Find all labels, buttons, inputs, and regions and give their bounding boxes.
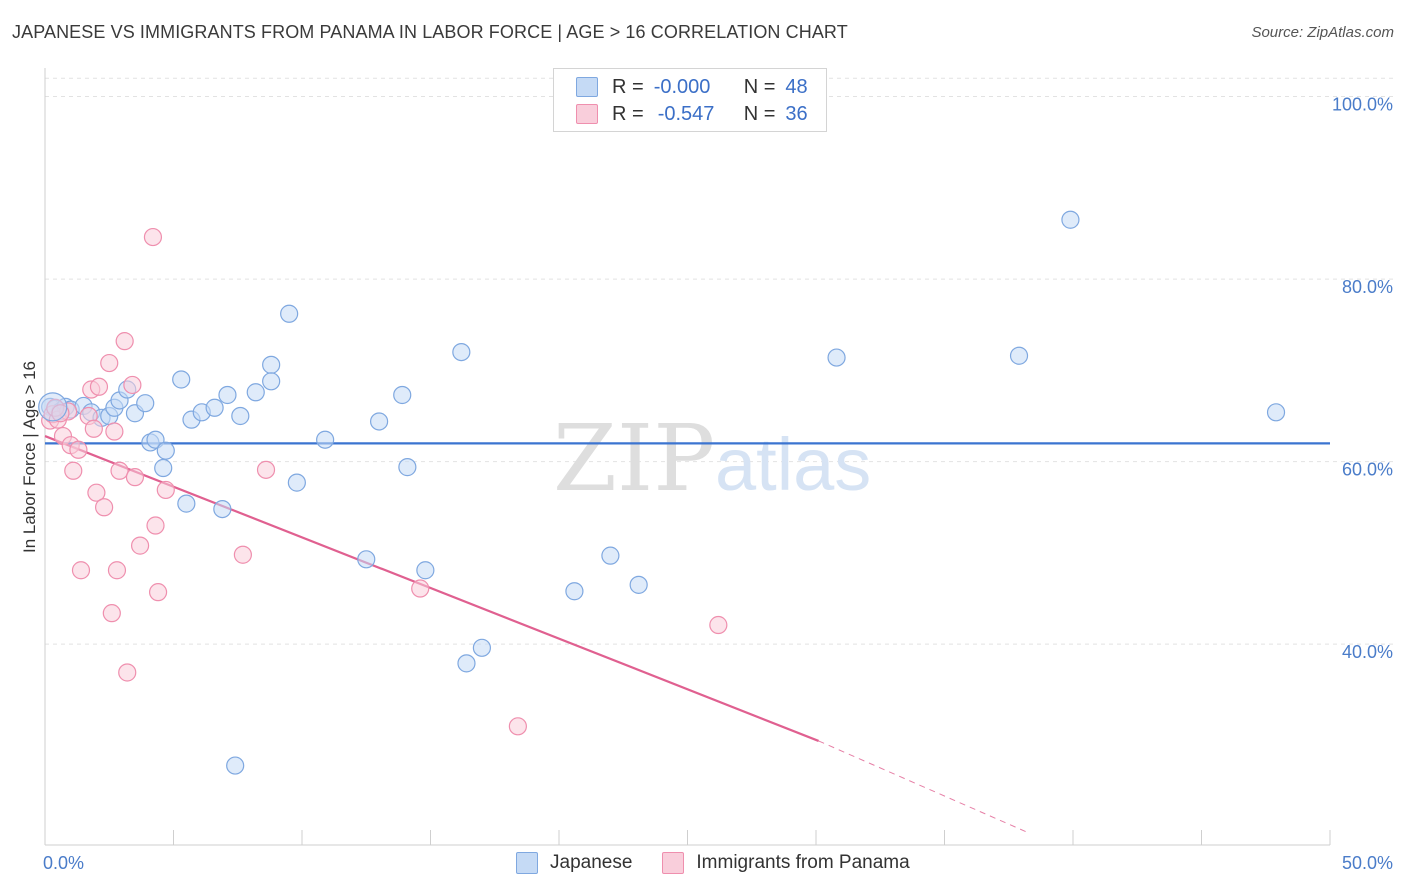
point-panama xyxy=(411,579,430,598)
point-japanese xyxy=(226,756,245,775)
point-panama xyxy=(148,583,168,602)
point-japanese xyxy=(827,348,846,367)
y-tick-label: 60.0% xyxy=(1342,460,1393,480)
point-japanese xyxy=(472,638,491,657)
point-panama xyxy=(100,353,119,373)
point-panama xyxy=(84,419,103,438)
point-japanese xyxy=(262,355,281,374)
point-japanese xyxy=(452,342,471,362)
legend-r-value: -0.547 xyxy=(657,102,715,125)
legend-swatch-panama xyxy=(576,104,598,124)
point-panama xyxy=(256,460,276,479)
point-japanese xyxy=(357,550,376,569)
legend-swatch-japanese xyxy=(516,852,538,874)
point-panama xyxy=(709,615,728,635)
stats-legend: R = -0.000 N = 48 R = -0.547 N = 36 xyxy=(553,68,827,132)
point-japanese xyxy=(601,546,620,565)
point-panama xyxy=(64,461,83,480)
point-japanese xyxy=(1266,403,1286,422)
y-tick-label: 80.0% xyxy=(1342,277,1393,297)
point-japanese xyxy=(218,385,237,405)
point-japanese xyxy=(262,372,281,391)
point-panama xyxy=(71,561,91,580)
point-panama xyxy=(87,483,106,502)
legend-r-label: R = xyxy=(612,102,644,125)
trend-line-extension xyxy=(818,740,1030,834)
legend-swatch-panama xyxy=(662,852,685,874)
point-japanese xyxy=(629,575,648,594)
y-tick-label: 40.0% xyxy=(1342,642,1393,662)
legend-swatch-japanese xyxy=(576,77,598,97)
tick-labels: 40.0% 60.0% 80.0% 100.0% 0.0% 50.0% xyxy=(43,95,1393,873)
point-japanese xyxy=(287,473,306,492)
legend-r-label: R = xyxy=(612,75,644,98)
legend-n-value: 48 xyxy=(785,75,808,98)
point-japanese-cluster xyxy=(38,392,68,422)
legend-row-panama: R = -0.547 N = 36 xyxy=(576,101,808,127)
legend-n-label: N = xyxy=(743,75,776,98)
series-legend: Japanese Immigrants from Panama xyxy=(516,852,940,874)
legend-row-japanese: R = -0.000 N = 48 xyxy=(576,74,808,100)
point-panama xyxy=(115,332,134,351)
point-japanese xyxy=(1061,210,1080,229)
point-japanese xyxy=(565,582,584,601)
point-japanese xyxy=(316,430,335,449)
point-japanese xyxy=(205,398,224,417)
legend-n-value: 36 xyxy=(785,102,808,125)
point-panama xyxy=(125,468,145,487)
point-panama xyxy=(233,545,252,564)
point-japanese xyxy=(246,383,265,402)
point-japanese xyxy=(393,385,412,405)
x-tick-label: 0.0% xyxy=(43,853,84,873)
y-tick-label: 100.0% xyxy=(1332,95,1393,115)
watermark-zip: ZIP xyxy=(553,405,715,512)
point-panama xyxy=(105,422,124,441)
point-japanese xyxy=(172,370,191,389)
watermark-atlas: atlas xyxy=(715,423,871,506)
point-panama xyxy=(118,663,137,682)
point-japanese xyxy=(136,394,155,413)
point-japanese xyxy=(177,494,196,513)
point-panama xyxy=(130,536,150,555)
point-japanese xyxy=(231,406,250,426)
point-panama xyxy=(146,516,165,535)
point-panama xyxy=(156,480,175,500)
point-japanese xyxy=(398,458,417,477)
point-japanese xyxy=(213,499,232,519)
x-tick-label: 50.0% xyxy=(1342,853,1393,873)
point-japanese xyxy=(370,412,389,431)
point-japanese xyxy=(280,304,299,323)
axes xyxy=(44,68,1331,846)
point-japanese xyxy=(457,654,476,673)
point-panama xyxy=(143,227,163,247)
point-panama xyxy=(107,561,127,580)
point-panama xyxy=(508,717,527,736)
point-panama xyxy=(110,461,129,480)
chart-title: JAPANESE VS IMMIGRANTS FROM PANAMA IN LA… xyxy=(12,22,848,42)
source-credit: Source: ZipAtlas.com xyxy=(1251,24,1394,41)
data-points xyxy=(38,210,1286,775)
point-panama xyxy=(89,377,109,396)
point-panama xyxy=(123,375,142,395)
point-panama xyxy=(102,604,121,623)
legend-item-panama: Immigrants from Panama xyxy=(662,852,910,874)
legend-r-value: -0.000 xyxy=(653,75,711,98)
point-panama xyxy=(95,498,114,517)
point-japanese xyxy=(1009,346,1029,365)
legend-label-japanese: Japanese xyxy=(550,852,633,873)
point-panama xyxy=(69,440,88,459)
legend-item-japanese: Japanese xyxy=(516,852,632,874)
point-japanese xyxy=(156,441,175,460)
legend-n-label: N = xyxy=(743,102,776,125)
point-japanese xyxy=(416,561,435,580)
point-japanese xyxy=(154,458,173,478)
legend-label-panama: Immigrants from Panama xyxy=(696,852,910,873)
y-axis-label: In Labor Force | Age > 16 xyxy=(20,361,39,553)
